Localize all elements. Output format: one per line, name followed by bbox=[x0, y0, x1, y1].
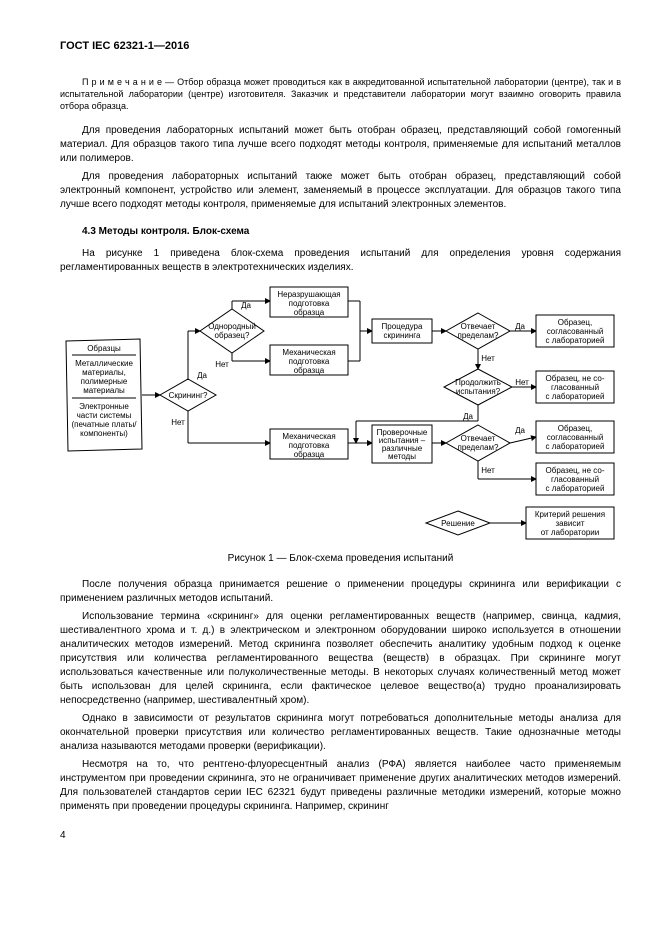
svg-text:Продолжить: Продолжить bbox=[455, 379, 501, 388]
svg-text:Механическая: Механическая bbox=[282, 349, 335, 358]
svg-text:Да: Да bbox=[463, 413, 473, 422]
section-4-3-title: 4.3 Методы контроля. Блок-схема bbox=[60, 226, 621, 237]
svg-text:(печатные платы/: (печатные платы/ bbox=[71, 421, 137, 430]
svg-text:Нет: Нет bbox=[215, 361, 229, 370]
svg-text:согласованный: согласованный bbox=[547, 328, 604, 337]
svg-text:пределам?: пределам? bbox=[458, 332, 500, 341]
paragraph-4: После получения образца принимается реше… bbox=[60, 578, 621, 606]
svg-text:части системы: части системы bbox=[77, 412, 132, 421]
flowchart-svg: Образцы Металлические материалы, полимер… bbox=[60, 283, 620, 543]
svg-text:образца: образца bbox=[294, 367, 325, 376]
svg-text:образец?: образец? bbox=[215, 332, 250, 341]
svg-text:образца: образца bbox=[294, 309, 325, 318]
svg-text:Отвечает: Отвечает bbox=[461, 435, 496, 444]
svg-text:Нет: Нет bbox=[481, 355, 495, 364]
svg-text:зависит: зависит bbox=[556, 520, 585, 529]
svg-text:Да: Да bbox=[515, 323, 525, 332]
svg-text:от лаборатории: от лаборатории bbox=[541, 529, 599, 538]
svg-text:скрининга: скрининга bbox=[384, 332, 421, 341]
svg-text:Электронные: Электронные bbox=[79, 403, 129, 412]
document-page: ГОСТ IEC 62321-1—2016 П р и м е ч а н и … bbox=[0, 0, 661, 861]
svg-text:Образец,: Образец, bbox=[558, 425, 592, 434]
svg-text:с лабораторией: с лабораторией bbox=[546, 337, 605, 346]
svg-text:Решение: Решение bbox=[441, 520, 475, 529]
svg-text:Однородный: Однородный bbox=[208, 323, 256, 332]
svg-text:Отвечает: Отвечает bbox=[461, 323, 496, 332]
svg-text:Критерий решения: Критерий решения bbox=[535, 511, 605, 520]
paragraph-1: Для проведения лабораторных испытаний мо… bbox=[60, 124, 621, 166]
svg-text:полимерные: полимерные bbox=[81, 378, 128, 387]
paragraph-2: Для проведения лабораторных испытаний та… bbox=[60, 170, 621, 212]
svg-text:подготовка: подготовка bbox=[289, 300, 330, 309]
doc-header: ГОСТ IEC 62321-1—2016 bbox=[60, 40, 621, 52]
svg-text:гласованный: гласованный bbox=[551, 384, 599, 393]
svg-text:с лабораторией: с лабораторией bbox=[546, 485, 605, 494]
svg-text:материалы,: материалы, bbox=[82, 369, 126, 378]
paragraph-5: Использование термина «скрининг» для оце… bbox=[60, 610, 621, 708]
svg-text:Неразрушающая: Неразрушающая bbox=[277, 291, 340, 300]
svg-text:пределам?: пределам? bbox=[458, 444, 500, 453]
svg-text:с лабораторией: с лабораторией bbox=[546, 443, 605, 452]
svg-text:Процедура: Процедура bbox=[382, 323, 423, 332]
note-paragraph: П р и м е ч а н и е — Отбор образца може… bbox=[60, 76, 621, 112]
paragraph-3: На рисунке 1 приведена блок-схема провед… bbox=[60, 247, 621, 275]
svg-text:гласованный: гласованный bbox=[551, 476, 599, 485]
svg-text:Образец, не со-: Образец, не со- bbox=[546, 467, 605, 476]
fc-screening: Скрининг? bbox=[169, 392, 208, 401]
figure-1-caption: Рисунок 1 — Блок-схема проведения испыта… bbox=[60, 553, 621, 564]
svg-text:согласованный: согласованный bbox=[547, 434, 604, 443]
svg-text:Образец, не со-: Образец, не со- bbox=[546, 375, 605, 384]
svg-text:с лабораторией: с лабораторией bbox=[546, 393, 605, 402]
page-number: 4 bbox=[60, 830, 621, 841]
svg-text:Механическая: Механическая bbox=[282, 433, 335, 442]
paragraph-6: Однако в зависимости от результатов скри… bbox=[60, 712, 621, 754]
svg-text:Металлические: Металлические bbox=[75, 360, 133, 369]
svg-text:испытания?: испытания? bbox=[456, 388, 501, 397]
svg-text:Нет: Нет bbox=[515, 379, 529, 388]
fc-samples-title: Образцы bbox=[87, 345, 121, 354]
svg-text:Да: Да bbox=[197, 372, 207, 381]
svg-text:Да: Да bbox=[515, 427, 525, 436]
flowchart-figure-1: Образцы Металлические материалы, полимер… bbox=[60, 283, 620, 543]
svg-text:материалы: материалы bbox=[83, 387, 125, 396]
svg-text:подготовка: подготовка bbox=[289, 358, 330, 367]
svg-text:Нет: Нет bbox=[481, 467, 495, 476]
svg-text:подготовка: подготовка bbox=[289, 442, 330, 451]
svg-text:образца: образца bbox=[294, 451, 325, 460]
svg-text:методы: методы bbox=[388, 453, 416, 462]
svg-text:Нет: Нет bbox=[171, 419, 185, 428]
svg-text:Образец,: Образец, bbox=[558, 319, 592, 328]
paragraph-7: Несмотря на то, что рентгено-флуоресцент… bbox=[60, 758, 621, 814]
svg-text:компоненты): компоненты) bbox=[80, 430, 128, 439]
svg-text:Да: Да bbox=[241, 302, 251, 311]
